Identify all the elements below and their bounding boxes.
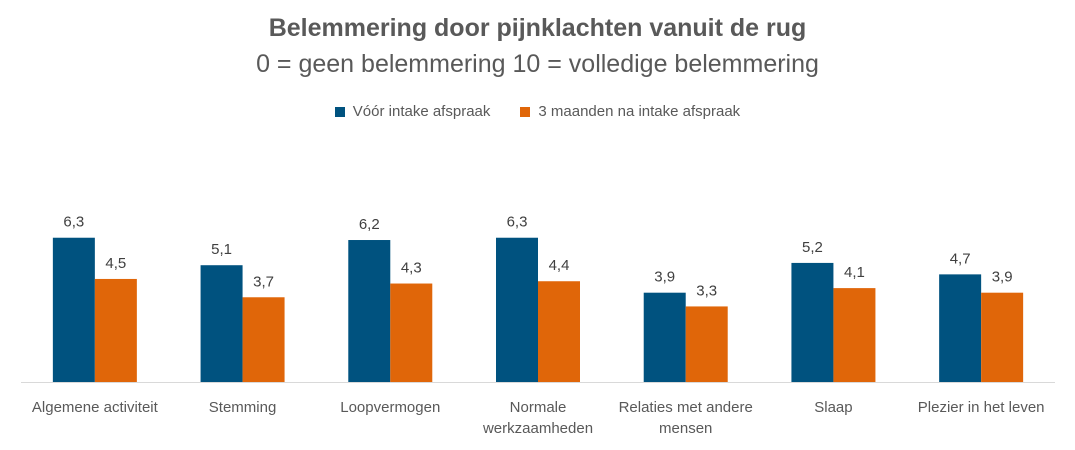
bar-before-4 <box>643 292 686 382</box>
legend-label-after: 3 maanden na intake afspraak <box>538 103 741 120</box>
chart-title: Belemmering door pijnklachten vanuit de … <box>268 14 807 42</box>
legend-swatch-before <box>334 106 345 117</box>
bar-after-2 <box>390 283 433 382</box>
bar-before-0 <box>52 237 95 382</box>
bar-before-1 <box>200 265 243 382</box>
bar-after-1 <box>242 297 285 382</box>
category-label-6: Plezier in het leven <box>918 399 1045 416</box>
bar-after-6 <box>981 292 1024 382</box>
data-label-before-0: 6,3 <box>63 214 84 231</box>
data-label-after-2: 4,3 <box>401 260 422 277</box>
data-label-before-4: 3,9 <box>654 269 675 286</box>
bar-before-2 <box>348 240 391 382</box>
data-label-after-0: 4,5 <box>105 255 126 272</box>
bar-after-0 <box>94 278 137 382</box>
data-label-before-1: 5,1 <box>211 241 232 258</box>
data-label-after-1: 3,7 <box>253 273 274 290</box>
bar-after-4 <box>685 306 728 382</box>
category-label-1: Stemming <box>209 399 277 416</box>
data-label-after-3: 4,4 <box>549 257 570 274</box>
data-label-before-5: 5,2 <box>802 239 823 256</box>
bar-before-5 <box>791 262 834 382</box>
bar-before-3 <box>496 237 538 382</box>
chart-subtitle: 0 = geen belemmering 10 = volledige bele… <box>256 50 819 78</box>
category-label-0: Algemene activiteit <box>32 399 159 416</box>
chart-legend: Vóór intake afspraak 3 maanden na intake… <box>0 103 1075 120</box>
data-label-before-6: 4,7 <box>950 250 971 267</box>
bar-after-3 <box>538 281 580 382</box>
data-label-before-2: 6,2 <box>359 216 380 233</box>
category-label-2: Loopvermogen <box>340 399 440 416</box>
category-label-4: Relaties met andere mensen <box>619 399 753 437</box>
legend-label-before: Vóór intake afspraak <box>352 103 491 120</box>
bar-after-5 <box>833 288 876 382</box>
category-label-5: Slaap <box>814 399 852 416</box>
legend-swatch-after <box>520 106 531 117</box>
data-label-after-5: 4,1 <box>844 264 865 281</box>
data-label-after-4: 3,3 <box>696 282 717 299</box>
legend-item-after: 3 maanden na intake afspraak <box>520 103 740 120</box>
data-label-before-3: 6,3 <box>507 214 528 231</box>
data-label-after-6: 3,9 <box>992 269 1013 286</box>
legend-item-before: Vóór intake afspraak <box>334 103 491 120</box>
category-label-3: Normale werkzaamheden <box>482 399 593 437</box>
bar-before-6 <box>939 274 982 382</box>
